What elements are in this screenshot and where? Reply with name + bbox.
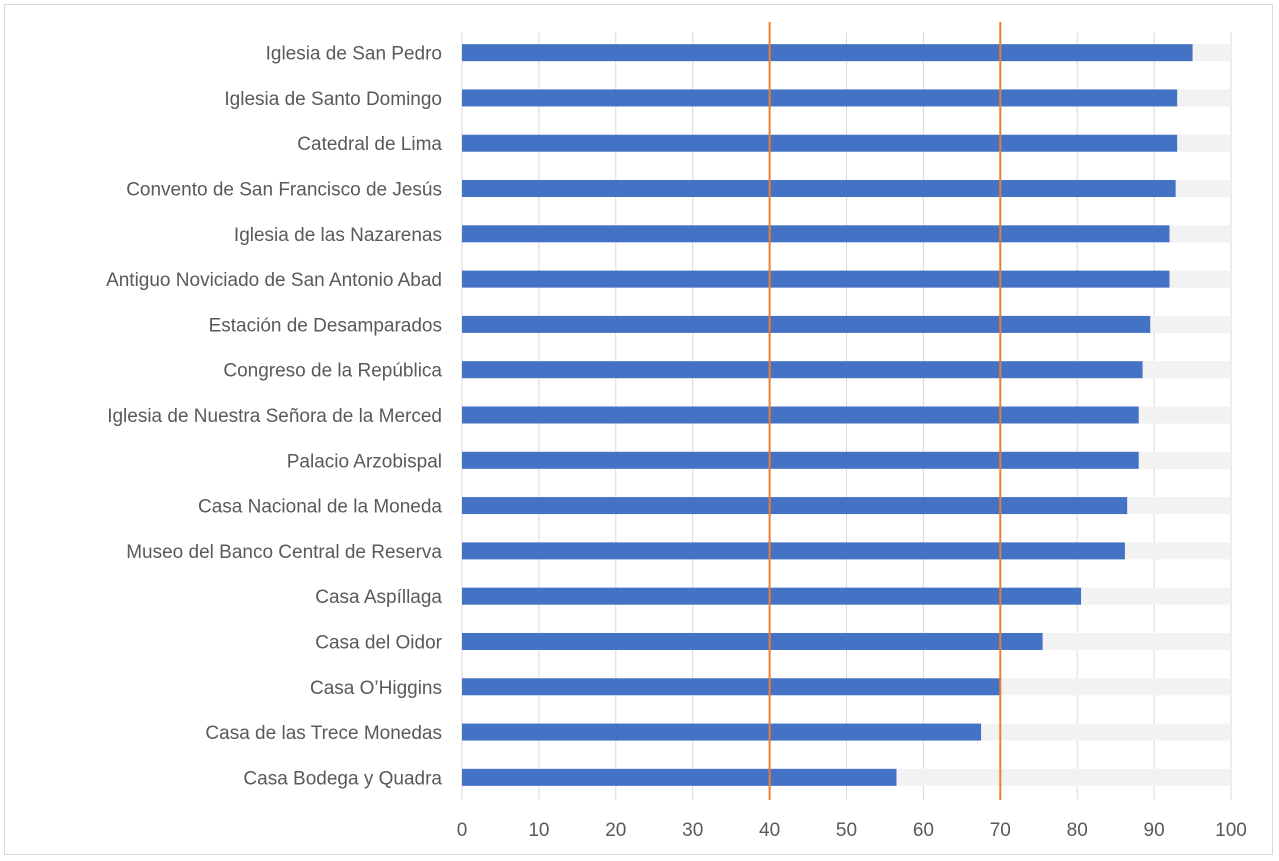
category-label: Congreso de la República xyxy=(223,361,442,382)
bar xyxy=(462,587,1082,605)
x-tick-label: 0 xyxy=(457,820,468,841)
x-tick-label: 70 xyxy=(990,820,1011,841)
bars xyxy=(462,44,1193,786)
bar xyxy=(462,225,1170,243)
category-label: Iglesia de San Pedro xyxy=(266,44,442,65)
bar xyxy=(462,723,982,741)
category-label: Casa Aspíllaga xyxy=(315,587,442,608)
x-tick-label: 30 xyxy=(682,820,703,841)
category-label: Iglesia de las Nazarenas xyxy=(234,225,442,246)
x-tick-label: 80 xyxy=(1067,820,1088,841)
bar xyxy=(462,89,1178,107)
category-label: Casa de las Trece Monedas xyxy=(205,723,442,744)
bar xyxy=(462,315,1151,333)
bar xyxy=(462,497,1128,515)
bar xyxy=(462,44,1193,62)
category-label: Casa Bodega y Quadra xyxy=(243,768,442,789)
category-label: Iglesia de Nuestra Señora de la Merced xyxy=(107,406,442,427)
category-label: Antiguo Noviciado de San Antonio Abad xyxy=(106,270,442,291)
category-label: Palacio Arzobispal xyxy=(287,451,442,472)
x-tick-label: 90 xyxy=(1144,820,1165,841)
x-axis-tick-labels: 0 10 20 30 40 50 60 70 80 90 100 xyxy=(457,820,1247,841)
bar xyxy=(462,134,1178,152)
reference-lines xyxy=(768,22,1002,800)
bar xyxy=(462,406,1139,424)
category-labels: Iglesia de San Pedro Iglesia de Santo Dom… xyxy=(106,44,443,790)
x-tick-label: 20 xyxy=(605,820,626,841)
category-label: Catedral de Lima xyxy=(297,134,442,155)
x-tick-label: 10 xyxy=(528,820,549,841)
category-label: Iglesia de Santo Domingo xyxy=(224,89,442,110)
category-label: Museo del Banco Central de Reserva xyxy=(126,542,442,563)
category-label: Casa del Oidor xyxy=(315,632,442,653)
bar xyxy=(462,270,1170,288)
x-tick-label: 40 xyxy=(759,820,780,841)
x-tick-label: 100 xyxy=(1215,820,1247,841)
x-tick-label: 60 xyxy=(913,820,934,841)
bar xyxy=(462,542,1125,560)
bar xyxy=(462,768,897,786)
category-label: Casa Nacional de la Moneda xyxy=(198,497,442,518)
bar xyxy=(462,451,1139,469)
category-label: Casa O’Higgins xyxy=(310,678,442,699)
bar xyxy=(462,180,1176,198)
bar xyxy=(462,678,1001,696)
category-label: Estación de Desamparados xyxy=(209,315,442,336)
bar xyxy=(462,632,1043,650)
category-label: Convento de San Francisco de Jesús xyxy=(126,180,442,201)
x-tick-label: 50 xyxy=(836,820,857,841)
bar xyxy=(462,361,1143,379)
